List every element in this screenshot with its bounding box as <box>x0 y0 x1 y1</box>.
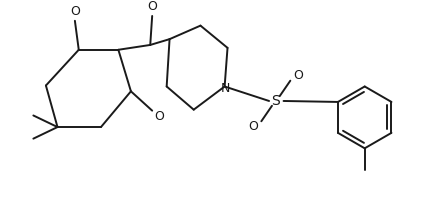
Text: S: S <box>271 94 280 108</box>
Text: O: O <box>70 5 80 18</box>
Text: O: O <box>293 69 303 82</box>
Text: O: O <box>154 110 164 123</box>
Text: N: N <box>221 82 230 95</box>
Text: O: O <box>147 0 157 13</box>
Text: O: O <box>249 120 259 133</box>
